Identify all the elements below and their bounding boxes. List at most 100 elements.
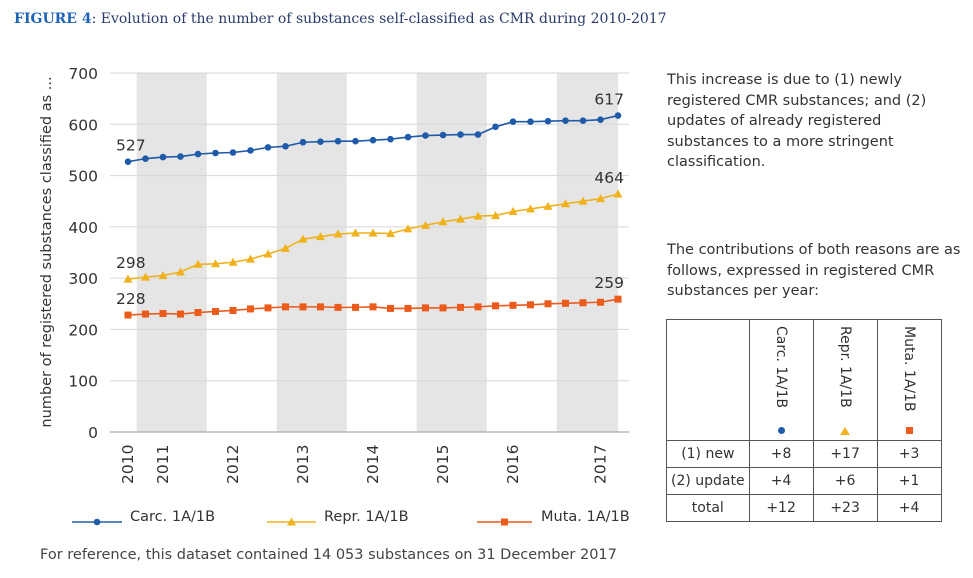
- line-chart: 0 100 200 300 400 500 600 700 number of register…: [39, 65, 629, 526]
- data-point: [176, 267, 185, 276]
- legend-label-muta: Muta. 1A/1B: [541, 509, 630, 525]
- contribution-table: Carc. 1A/1B Repr. 1A/1B Muta. 1A/1B (1) …: [666, 319, 942, 522]
- data-point: [509, 301, 517, 309]
- data-point: [457, 131, 464, 138]
- data-point: [422, 304, 429, 312]
- y-tick-label: 500: [68, 168, 98, 186]
- data-point: [422, 132, 429, 139]
- data-point: [543, 201, 553, 210]
- table-cell: +1: [876, 467, 942, 495]
- table-row: (1) new +8 +17 +3: [666, 440, 942, 468]
- data-point: [211, 259, 220, 268]
- legend-marker-icon: [93, 518, 101, 526]
- data-point: [159, 310, 167, 318]
- data-point: [387, 135, 394, 143]
- data-point: [404, 304, 412, 312]
- data-point: [124, 311, 132, 319]
- y-tick-label: 100: [68, 373, 98, 391]
- contribution-note: The contributions of both reasons are as…: [667, 242, 961, 299]
- legend-label-carc: Carc. 1A/1B: [130, 509, 216, 525]
- data-label: 617: [594, 91, 624, 109]
- data-point: [334, 303, 342, 311]
- footnote: For reference, this dataset contained 14…: [40, 547, 617, 563]
- y-tick-label: 700: [68, 65, 98, 83]
- data-point: [386, 229, 395, 238]
- y-tick-label: 300: [68, 270, 98, 288]
- data-point: [369, 136, 377, 144]
- table-cell: +3: [876, 440, 942, 468]
- data-point: [562, 299, 569, 307]
- x-tick-label: 2013: [294, 445, 312, 484]
- table-cell: +12: [748, 494, 814, 522]
- figure-title-text: : Evolution of the number of substances …: [91, 11, 667, 27]
- table-corner: [666, 319, 750, 441]
- data-point: [247, 305, 254, 313]
- x-tick-label: 2012: [224, 445, 242, 484]
- data-point: [316, 232, 325, 241]
- data-point: [194, 150, 202, 158]
- data-point: [352, 303, 359, 311]
- data-point: [193, 259, 203, 268]
- data-label: 298: [116, 254, 146, 272]
- triangle-marker-icon: [840, 427, 851, 435]
- table-cell: +8: [748, 440, 814, 468]
- data-point: [229, 149, 237, 156]
- table-cell: +23: [812, 494, 878, 522]
- row-label: (2) update: [666, 467, 750, 495]
- table-cell: +17: [812, 440, 878, 468]
- data-point: [369, 303, 377, 311]
- data-point: [282, 303, 289, 311]
- data-point: [613, 189, 623, 198]
- data-point: [299, 138, 307, 146]
- data-point: [473, 211, 483, 220]
- data-label: 527: [116, 137, 146, 155]
- table-row: total +12 +23 +4: [666, 494, 942, 522]
- y-tick-label: 0: [88, 424, 98, 442]
- data-point: [579, 299, 587, 307]
- data-point: [544, 300, 552, 308]
- data-point: [474, 131, 482, 138]
- table-cell: +4: [748, 467, 814, 495]
- data-point: [597, 116, 604, 123]
- data-point: [263, 249, 273, 258]
- data-point: [352, 137, 359, 145]
- data-point: [527, 301, 534, 309]
- y-tick-label: 600: [68, 116, 98, 134]
- x-tick-label: 2017: [592, 445, 610, 484]
- data-point: [282, 143, 289, 150]
- year-band: [136, 73, 207, 432]
- row-label: total: [666, 494, 750, 522]
- data-point: [596, 194, 605, 203]
- figure-title: FIGURE 4: Evolution of the number of sub…: [14, 11, 667, 27]
- col-header-label: Repr. 1A/1B: [837, 326, 854, 408]
- data-point: [597, 298, 604, 306]
- data-point: [438, 217, 448, 226]
- square-marker-icon: [905, 427, 913, 434]
- data-point: [159, 153, 167, 161]
- data-point: [491, 211, 500, 220]
- data-point: [578, 196, 588, 205]
- x-tick-label: 2015: [434, 445, 452, 484]
- legend-marker-icon: [287, 517, 296, 526]
- data-point: [474, 303, 482, 311]
- data-point: [124, 158, 132, 166]
- data-point: [492, 123, 499, 131]
- data-label: 228: [116, 290, 146, 308]
- y-tick-label: 400: [68, 219, 98, 237]
- data-point: [123, 274, 133, 283]
- data-point: [194, 309, 202, 317]
- year-band: [416, 73, 487, 432]
- data-point: [246, 254, 255, 263]
- data-point: [457, 303, 464, 311]
- x-tick-label: 2010: [119, 445, 137, 484]
- data-point: [333, 229, 343, 238]
- data-point: [158, 271, 168, 280]
- data-point: [579, 117, 587, 124]
- data-point: [421, 220, 430, 229]
- data-point: [142, 310, 149, 318]
- circle-marker-icon: [777, 427, 785, 434]
- y-axis-label: number of registered substances classifi…: [39, 76, 55, 427]
- data-point: [562, 117, 569, 124]
- row-label: (1) new: [666, 440, 750, 468]
- col-header-repr: Repr. 1A/1B: [812, 319, 878, 441]
